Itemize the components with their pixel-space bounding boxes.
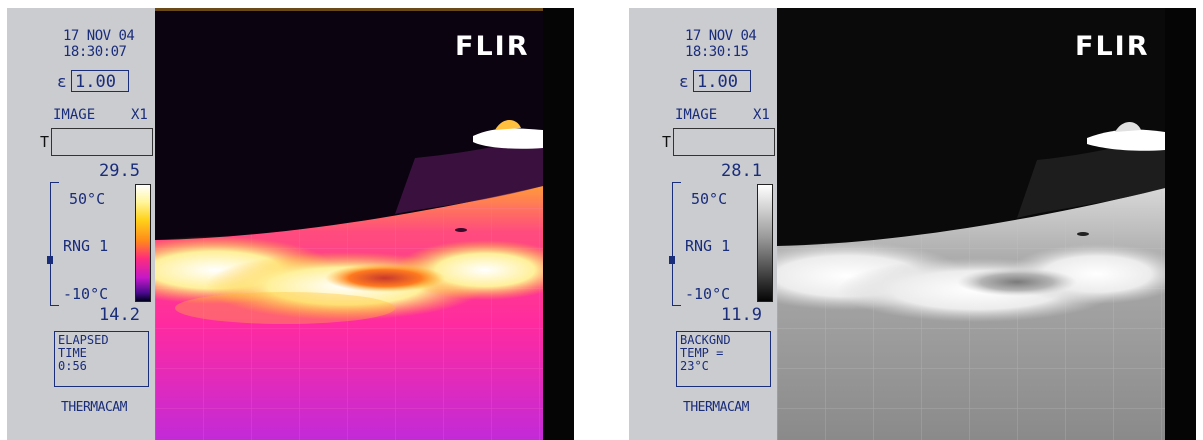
emissivity-value: 1.00 bbox=[71, 70, 129, 92]
image-mode-label: IMAGE bbox=[675, 107, 718, 123]
color-scale-bar bbox=[135, 184, 151, 302]
thermal-scene-color bbox=[155, 8, 543, 440]
range-name: RNG 1 bbox=[685, 237, 731, 255]
range-low: -10°C bbox=[63, 285, 109, 303]
thermal-screen-grayscale: 17 NOV 04 18:30:15 ε 1.00 IMAGE X1 T 28.… bbox=[629, 8, 1196, 440]
date-readout: 17 NOV 04 bbox=[63, 28, 135, 44]
emissivity-symbol: ε bbox=[679, 72, 689, 91]
scale-top-value: 29.5 bbox=[99, 161, 140, 181]
thermal-screen-color: 17 NOV 04 18:30:07 ε 1.00 IMAGE X1 T 29.… bbox=[7, 8, 574, 440]
background-temp-box: BACKGND TEMP = 23°C bbox=[676, 331, 771, 387]
camera-info-panel: 17 NOV 04 18:30:07 ε 1.00 IMAGE X1 T 29.… bbox=[7, 8, 155, 440]
emissivity-value: 1.00 bbox=[693, 70, 751, 92]
brand-label: THERMACAM bbox=[683, 400, 749, 415]
camera-info-panel: 17 NOV 04 18:30:15 ε 1.00 IMAGE X1 T 28.… bbox=[629, 8, 777, 440]
thermal-scene-grayscale bbox=[777, 8, 1165, 440]
flir-logo: FLIR bbox=[1075, 31, 1150, 62]
range-bracket bbox=[47, 182, 61, 306]
info-line: BACKGND bbox=[680, 333, 731, 347]
t-label: T bbox=[40, 133, 50, 151]
top-edge-strip bbox=[155, 8, 574, 11]
info-line: TIME bbox=[58, 346, 87, 360]
temperature-readout-box bbox=[673, 128, 775, 156]
scale-top-value: 28.1 bbox=[721, 161, 762, 181]
thermal-image-grayscale bbox=[777, 8, 1165, 440]
scale-bottom-value: 11.9 bbox=[721, 305, 762, 325]
info-line: TEMP = bbox=[680, 346, 724, 360]
brand-label: THERMACAM bbox=[61, 400, 127, 415]
info-line: 0:56 bbox=[58, 359, 87, 373]
time-readout: 18:30:15 bbox=[685, 44, 749, 60]
date-readout: 17 NOV 04 bbox=[685, 28, 757, 44]
info-line: 23°C bbox=[680, 359, 709, 373]
gray-scale-bar bbox=[757, 184, 773, 302]
thermal-image-color bbox=[155, 8, 543, 440]
zoom-label: X1 bbox=[131, 107, 148, 123]
range-low: -10°C bbox=[685, 285, 731, 303]
scale-bottom-value: 14.2 bbox=[99, 305, 140, 325]
right-border bbox=[543, 8, 574, 440]
flir-logo: FLIR bbox=[455, 31, 530, 62]
range-name: RNG 1 bbox=[63, 237, 109, 255]
t-label: T bbox=[662, 133, 672, 151]
temperature-readout-box bbox=[51, 128, 153, 156]
elapsed-time-box: ELAPSED TIME 0:56 bbox=[54, 331, 149, 387]
right-border bbox=[1165, 8, 1196, 440]
range-bracket bbox=[669, 182, 683, 306]
range-high: 50°C bbox=[691, 190, 728, 208]
zoom-label: X1 bbox=[753, 107, 770, 123]
image-mode-label: IMAGE bbox=[53, 107, 96, 123]
range-high: 50°C bbox=[69, 190, 106, 208]
time-readout: 18:30:07 bbox=[63, 44, 127, 60]
info-line: ELAPSED bbox=[58, 333, 109, 347]
emissivity-symbol: ε bbox=[57, 72, 67, 91]
